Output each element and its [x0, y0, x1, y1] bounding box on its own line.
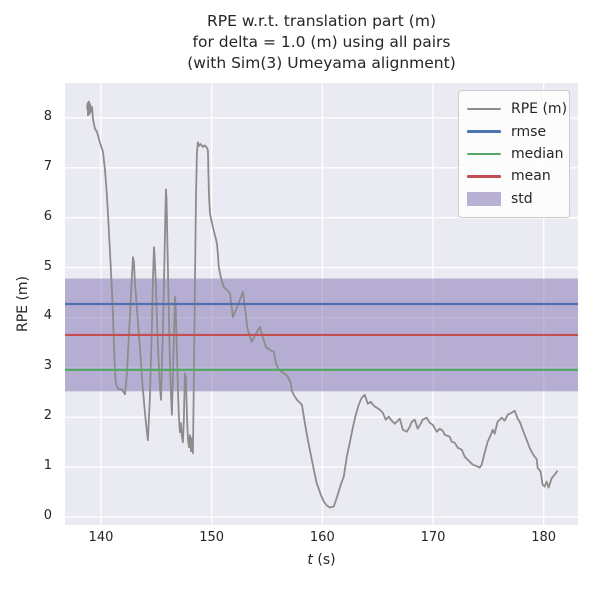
x-tick-label: 160 — [309, 530, 335, 545]
legend-item-mean: mean — [467, 165, 560, 187]
y-tick-label: 3 — [43, 358, 52, 374]
x-axis-label-variable: t — [307, 552, 313, 568]
x-axis-label-unit: (s) — [312, 552, 336, 568]
chart-title-line1: RPE w.r.t. translation part (m) — [206, 12, 436, 30]
x-tick-label: 180 — [531, 530, 557, 545]
x-tick-label: 170 — [420, 530, 446, 545]
y-tick-label: 7 — [43, 158, 52, 174]
chart-title-line3: (with Sim(3) Umeyama alignment) — [187, 54, 456, 72]
legend-label-mean: mean — [511, 168, 551, 185]
legend-item-rmse: rmse — [467, 120, 560, 142]
x-tick-label: 150 — [199, 530, 225, 545]
y-tick-label: 1 — [43, 458, 52, 474]
median-line-sample-icon — [467, 152, 501, 156]
legend-item-std: std — [467, 188, 560, 210]
y-tick-label: 4 — [43, 308, 52, 324]
y-tick-label: 8 — [43, 108, 52, 124]
y-tick-label: 2 — [43, 408, 52, 424]
chart-title: RPE w.r.t. translation part (m) for delt… — [65, 11, 578, 74]
x-tick-label: 140 — [88, 530, 114, 545]
legend: RPE (m) rmse median mean std — [458, 90, 570, 218]
legend-item-rpe: RPE (m) — [467, 98, 567, 120]
chart-title-line2: for delta = 1.0 (m) using all pairs — [192, 33, 451, 51]
y-tick-label: 6 — [43, 208, 52, 224]
rpe-line-sample-icon — [467, 107, 501, 111]
std-patch-sample-icon — [467, 191, 501, 206]
x-axis-label: t (s) — [65, 552, 578, 568]
rpe-line — [86, 100, 559, 509]
y-tick-label: 0 — [43, 508, 52, 524]
legend-label-std: std — [511, 190, 533, 207]
rmse-line-sample-icon — [467, 130, 501, 133]
y-tick-label: 5 — [43, 258, 52, 274]
legend-label-rmse: rmse — [511, 123, 547, 140]
mean-line-sample-icon — [467, 175, 501, 178]
legend-item-median: median — [467, 143, 564, 165]
y-axis-label: RPE (m) — [15, 275, 31, 333]
legend-label-rpe: RPE (m) — [511, 101, 568, 118]
legend-label-median: median — [511, 145, 564, 162]
